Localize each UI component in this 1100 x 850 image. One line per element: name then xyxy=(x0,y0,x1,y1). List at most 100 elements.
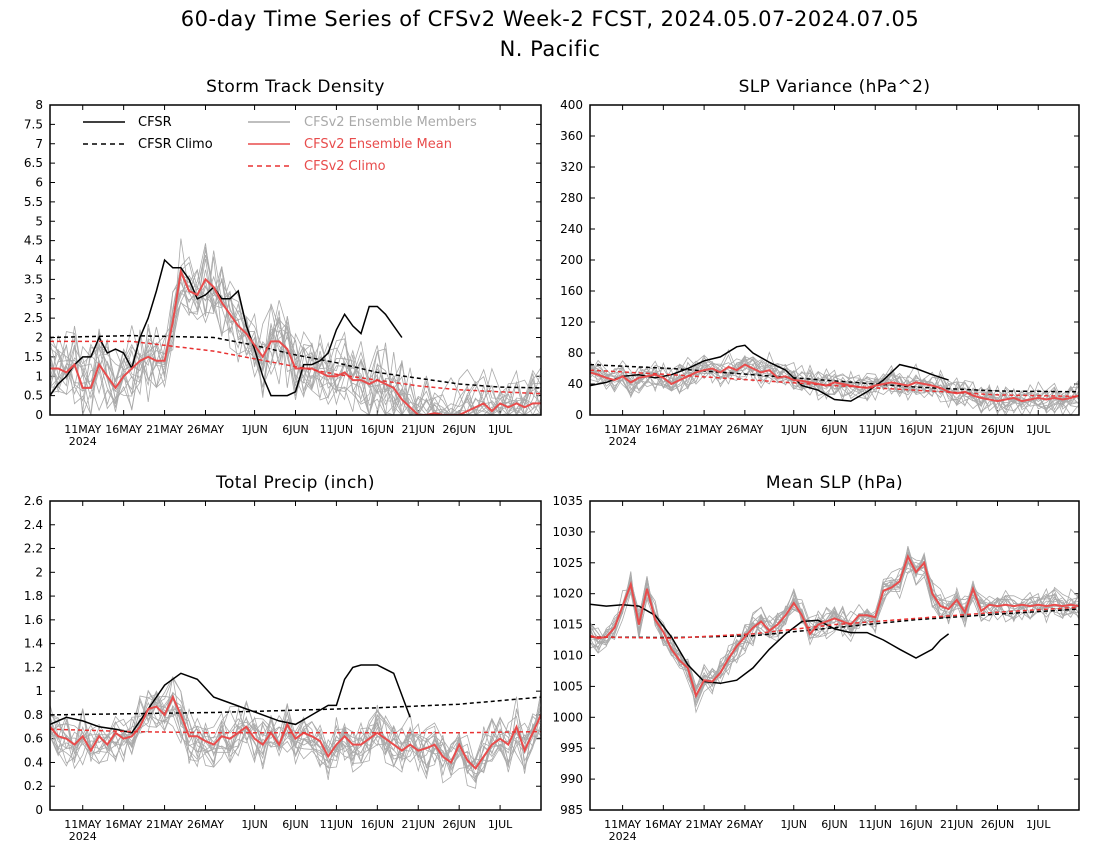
x-year-label: 2024 xyxy=(609,830,637,843)
y-tick-label: 3.5 xyxy=(24,272,43,286)
ensemble-mean-line xyxy=(50,694,541,770)
x-tick-label: 6JUN xyxy=(282,423,309,436)
y-tick-label: 2.6 xyxy=(24,494,43,508)
x-tick-label: 16MAY xyxy=(105,818,142,831)
x-tick-label: 21JUN xyxy=(401,818,435,831)
x-tick-label: 21JUN xyxy=(940,818,974,831)
y-tick-label: 2 xyxy=(35,565,43,579)
cfsr-line xyxy=(590,344,949,402)
x-tick-label: 26JUN xyxy=(981,818,1015,831)
y-tick-label: 6 xyxy=(35,176,43,190)
y-tick-label: 0.2 xyxy=(24,779,43,793)
ensemble-member-line xyxy=(50,691,541,783)
y-tick-label: 1 xyxy=(35,684,43,698)
y-tick-label: 1.6 xyxy=(24,613,43,627)
x-tick-label: 21MAY xyxy=(146,818,183,831)
y-tick-label: 1005 xyxy=(552,679,583,693)
y-tick-label: 1.5 xyxy=(24,350,43,364)
cfsr-climo-line xyxy=(590,608,1079,639)
y-tick-label: 7 xyxy=(35,137,43,151)
cfsr-line xyxy=(50,664,411,734)
legend-label-cfsv2-climo: CFSv2 Climo xyxy=(304,159,386,174)
y-tick-label: 0 xyxy=(35,803,43,817)
y-tick-label: 4.5 xyxy=(24,234,43,248)
x-tick-label: 1JUL xyxy=(1026,818,1051,831)
ensemble-member-line xyxy=(590,360,1079,415)
x-tick-label: 26MAY xyxy=(726,423,763,436)
y-tick-label: 120 xyxy=(560,315,583,329)
y-tick-label: 1010 xyxy=(552,649,583,663)
legend: CFSR CFSR Climo CFSv2 Ensemble Members C… xyxy=(83,115,477,174)
y-tick-label: 995 xyxy=(560,741,583,755)
y-tick-label: 1020 xyxy=(552,587,583,601)
panel-mean-slp: Mean SLP (hPa) 985 990 995 1000 1005 1010 1015 1… xyxy=(552,473,1080,843)
y-tick-label: 80 xyxy=(568,346,583,360)
ensemble-member-line xyxy=(50,267,541,415)
y-tick-label: 2.5 xyxy=(24,311,43,325)
y-tick-label: 320 xyxy=(560,160,583,174)
y-tick-label: 280 xyxy=(560,191,583,205)
y-tick-label: 1.4 xyxy=(24,637,43,651)
x-tick-label: 6JUN xyxy=(282,818,309,831)
y-tick-label: 1025 xyxy=(552,556,583,570)
x-tick-label: 1JUN xyxy=(241,818,268,831)
cfsr-line xyxy=(50,258,403,397)
y-tick-label: 0 xyxy=(575,408,583,422)
cfsr-line xyxy=(590,603,950,685)
y-tick-label: 985 xyxy=(560,803,583,817)
ensemble-mean-line xyxy=(50,268,541,415)
y-tick-label: 1030 xyxy=(552,525,583,539)
x-tick-label: 1JUN xyxy=(241,423,268,436)
x-tick-label: 16JUN xyxy=(361,818,395,831)
ensemble-member-line xyxy=(50,286,541,415)
x-tick-label: 21MAY xyxy=(686,423,723,436)
x-tick-label: 16JUN xyxy=(899,423,933,436)
x-tick-label: 16MAY xyxy=(105,423,142,436)
y-tick-label: 1000 xyxy=(552,710,583,724)
y-tick-label: 200 xyxy=(560,253,583,267)
y-tick-label: 240 xyxy=(560,222,583,236)
panel-title-mean-slp: Mean SLP (hPa) xyxy=(766,473,903,493)
x-tick-label: 6JUN xyxy=(821,818,848,831)
legend-label-cfsr-climo: CFSR Climo xyxy=(138,137,213,152)
x-tick-label: 1JUL xyxy=(488,423,513,436)
y-tick-label: 0 xyxy=(35,408,43,422)
y-tick-label: 0.8 xyxy=(24,708,43,722)
x-tick-label: 1JUL xyxy=(1026,423,1051,436)
y-tick-label: 8 xyxy=(35,98,43,112)
x-tick-label: 11MAY xyxy=(604,818,641,831)
y-tick-label: 40 xyxy=(568,377,583,391)
figure-subtitle: N. Pacific xyxy=(500,37,601,61)
ensemble-member-line xyxy=(590,551,1079,707)
cfsr-climo-line xyxy=(590,363,1079,393)
x-tick-label: 6JUN xyxy=(821,423,848,436)
x-tick-label: 11JUN xyxy=(858,423,892,436)
y-tick-label: 4 xyxy=(35,253,43,267)
axes-frame xyxy=(589,104,1080,416)
ensemble-member-line xyxy=(50,273,541,415)
ensemble-member-line xyxy=(590,360,1079,415)
y-tick-label: 3 xyxy=(35,292,43,306)
plot-area xyxy=(50,238,541,415)
ensemble-member-line xyxy=(590,358,1079,414)
x-tick-label: 1JUL xyxy=(488,818,513,831)
y-tick-label: 1.8 xyxy=(24,589,43,603)
cfsv2-climo-line xyxy=(50,728,541,734)
axes-frame xyxy=(49,104,542,416)
x-tick-label: 16MAY xyxy=(645,423,682,436)
ensemble-mean-line xyxy=(590,363,1079,403)
x-tick-label: 16JUN xyxy=(361,423,395,436)
y-tick-label: 990 xyxy=(560,772,583,786)
y-tick-label: 5 xyxy=(35,214,43,228)
figure-title: 60-day Time Series of CFSv2 Week-2 FCST,… xyxy=(181,7,919,31)
ensemble-mean-line xyxy=(590,554,1079,699)
y-tick-label: 7.5 xyxy=(24,117,43,131)
y-tick-label: 400 xyxy=(560,98,583,112)
x-tick-label: 1JUN xyxy=(780,423,807,436)
legend-label-mean: CFSv2 Ensemble Mean xyxy=(304,137,452,152)
x-tick-label: 1JUN xyxy=(780,818,807,831)
axes-frame xyxy=(589,500,1080,811)
cfsv2-climo-line xyxy=(590,606,1079,639)
y-tick-label: 2 xyxy=(35,331,43,345)
